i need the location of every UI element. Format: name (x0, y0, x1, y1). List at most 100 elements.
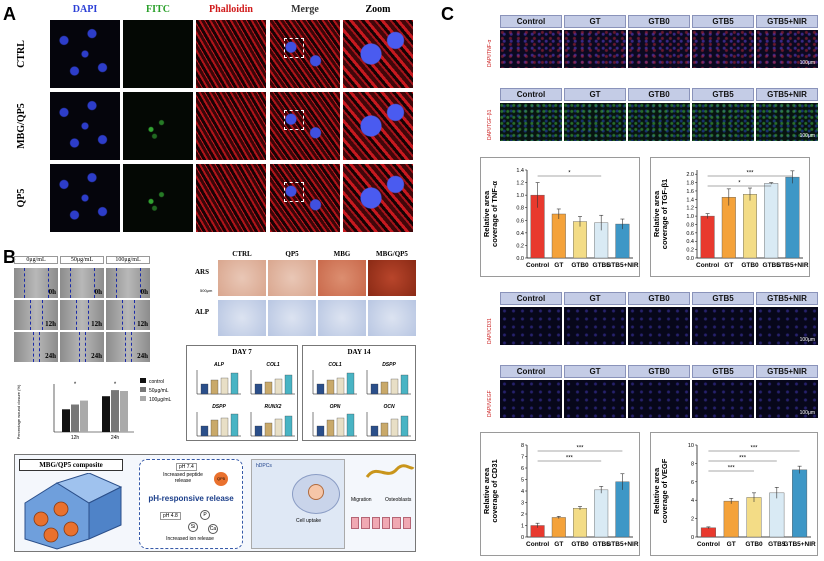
group-header-row-0: Control GT GTB0 GTB5 GTB5+NIR (500, 15, 818, 28)
stain-image-r1-c2 (318, 300, 366, 336)
wound-edge-left (79, 332, 80, 362)
mini-bar (220, 377, 229, 395)
fluorescence-image (628, 103, 690, 141)
micrograph-r0-c0 (50, 20, 120, 88)
group-header: Control (500, 292, 562, 305)
scratch-header-2: 100μg/mL (106, 256, 150, 264)
wound-image-r0-c2: 0h (106, 268, 150, 298)
day7-title: DAY 7 (232, 348, 252, 356)
wound-edge-right (140, 268, 141, 298)
fluorescence-image (692, 103, 754, 141)
group-header: GTB0 (628, 292, 690, 305)
mini-bar (380, 381, 389, 395)
wound-image-r0-c0: 0h (14, 268, 58, 298)
migration-label: Migration (351, 497, 372, 503)
wound-category: 24h (111, 435, 120, 441)
mini-bar (264, 381, 273, 395)
wound-edge-right (48, 268, 49, 298)
mini-bar (316, 425, 325, 437)
y-tick-label: 0.2 (516, 243, 524, 249)
mini-bar (370, 425, 379, 437)
panel-b-letter: B (3, 247, 16, 267)
group-header: Control (500, 88, 562, 101)
wound-edge-left (125, 332, 126, 362)
x-tick-label: GTB0 (571, 541, 589, 548)
composite-title: MBG/QP5 composite (39, 461, 103, 469)
day14-box: DAY 14 COL1 DSPP OPN OCN (302, 345, 416, 441)
ph-release-box: pH 7.4 Increased peptide release QP5 pH-… (139, 459, 243, 549)
group-image-row-3: 100μm (500, 380, 818, 418)
x-tick-label: GTB0 (745, 541, 763, 548)
wound-bar (120, 390, 128, 432)
time-label: 12h (91, 320, 102, 328)
group-header: GTB0 (628, 15, 690, 28)
gene-label: OCN (383, 404, 395, 410)
wound-ylabel: Percentage wound closure (%) (16, 384, 21, 439)
micrograph-r1-c4 (343, 92, 413, 160)
vegf-chart: Relative areacoverage of VEGF 0 2 4 6 8 10 Cont… (652, 443, 816, 548)
y-tick-label: 3 (521, 501, 524, 507)
mini-bar (230, 413, 239, 437)
sig-marker: *** (746, 171, 754, 177)
bar-Control (700, 527, 716, 538)
gene-label: OPN (330, 404, 341, 410)
micrograph-r1-c3 (270, 92, 340, 160)
sig-marker: * (568, 171, 571, 177)
legend-swatch (140, 378, 146, 383)
x-tick-label: GTB5+NIR (606, 541, 639, 548)
y-tick-label: 5 (521, 478, 524, 484)
x-tick-label: GT (727, 541, 736, 548)
group-header: GTB5+NIR (756, 15, 818, 28)
mini-bar (230, 372, 239, 395)
wound-bar (71, 404, 79, 432)
tgf-chart: Relative areacoverage of TGF-β1 0.0 0.2 0.4… (652, 170, 809, 269)
osteoblast-row (351, 517, 411, 529)
y-tick-label: 0.0 (516, 256, 524, 262)
y-tick-label: 1.2 (686, 206, 694, 212)
wound-edge-right (131, 332, 132, 362)
wound-image-r1-c1: 12h (60, 300, 104, 330)
x-tick-label: GTB5 (763, 262, 781, 269)
cell-uptake-label: Cell uptake (296, 518, 322, 524)
y-tick-label: 0.8 (686, 222, 694, 228)
gene-label: RUNX2 (265, 404, 282, 410)
micrograph-r1-c0 (50, 92, 120, 160)
y-tick-label: 4 (521, 489, 524, 495)
sig-marker: *** (739, 456, 747, 462)
micrograph-r2-c2 (196, 164, 266, 232)
mini-bar (346, 372, 355, 395)
hdpcs-label: hDPCs (256, 463, 272, 469)
mini-bar (326, 379, 335, 395)
wound-edge-left (24, 268, 25, 298)
group-header-row-2: Control GT GTB0 GTB5 GTB5+NIR (500, 292, 818, 305)
mini-bar (254, 425, 263, 437)
ion-si: Si (188, 522, 198, 532)
legend-swatch (140, 396, 146, 401)
x-tick-label: GTB0 (571, 262, 589, 269)
bar-GTB0 (573, 221, 587, 259)
ph74-tag: pH 7.4 (176, 463, 197, 471)
ion-p: P (200, 510, 210, 520)
wound-closure-chart: Percentage wound closure (%) 12h * 24h * cont… (16, 378, 172, 441)
x-tick-label: GTB5 (593, 541, 611, 548)
time-label: 12h (137, 320, 148, 328)
x-tick-label: GTB0 (741, 262, 759, 269)
stain-image-r1-c0 (218, 300, 266, 336)
stain-col-2: MBG (333, 250, 351, 258)
legend-swatch (140, 387, 146, 392)
micrograph-r1-c2 (196, 92, 266, 160)
mini-bar (336, 417, 345, 437)
vesicle (308, 484, 324, 500)
bar-GTB5+NIR (792, 469, 808, 538)
gene-label: DSPP (212, 404, 226, 410)
zoom-region-box (284, 182, 304, 202)
mini-bar (284, 374, 293, 395)
micrograph-r0-c1 (123, 20, 193, 88)
stain-label: DAPI/CD31 (487, 318, 493, 344)
wound-bar (111, 390, 119, 432)
wound-edge-left (30, 300, 31, 330)
ion-release-text: Increased ion release (166, 536, 214, 542)
x-tick-label: Control (696, 262, 719, 269)
fluorescence-image (692, 30, 754, 68)
y-tick-label: 1.4 (516, 168, 524, 174)
